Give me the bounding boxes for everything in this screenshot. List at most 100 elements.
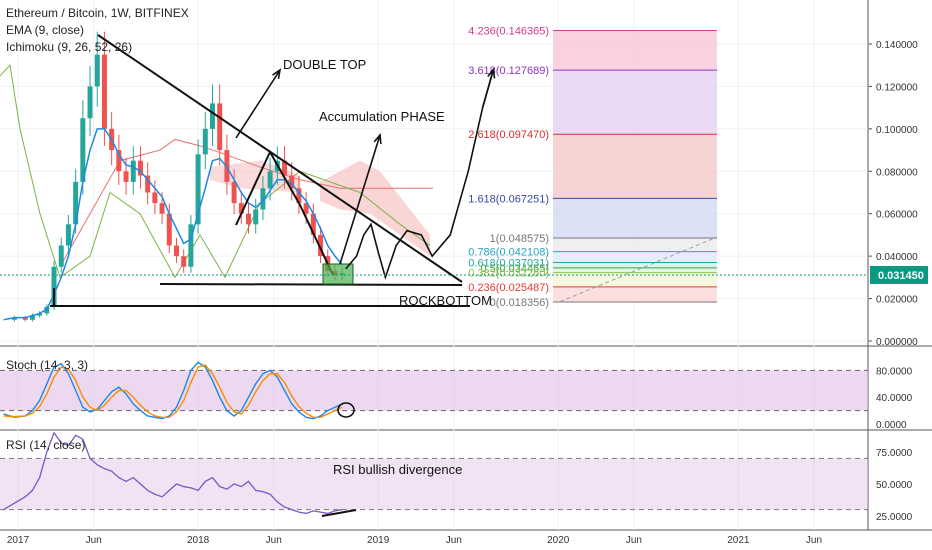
double-top-arrow [235, 69, 281, 139]
fib-label: 2.618(0.097470) [468, 129, 549, 141]
candle-body [209, 103, 215, 129]
candle-body [152, 192, 158, 204]
fib-label: 1.618(0.067251) [468, 193, 549, 205]
stoch-pane [0, 361, 868, 420]
stoch-cross-circle [337, 402, 355, 418]
candle-body [260, 188, 266, 210]
candle-body [202, 128, 208, 155]
rsi-label: RSI (14, close) [6, 438, 85, 452]
fib-trend-line [559, 236, 718, 303]
fib-label: 0(0.018356) [490, 297, 549, 309]
candle-body [123, 171, 129, 182]
stoch-label: Stoch (14, 3, 3) [6, 358, 88, 372]
descending-trendline [97, 34, 463, 283]
projection-arrow [481, 69, 495, 108]
candle-body [282, 160, 288, 176]
candle-body [80, 118, 86, 182]
candle-body [37, 313, 43, 316]
fib-label: 1(0.048575) [490, 233, 549, 245]
price-tick-label: 0.020000 [876, 295, 918, 306]
accumulation-annotation: Accumulation PHASE [319, 109, 445, 124]
fib-zone [553, 262, 717, 268]
fib-zone [553, 198, 717, 238]
candle-body [310, 213, 316, 235]
time-tick-label: Jun [806, 535, 822, 546]
fib-zone [553, 134, 717, 199]
candle-body [253, 209, 259, 225]
candle-body [101, 54, 107, 129]
fib-zone [553, 70, 717, 135]
rsi-pane [0, 431, 868, 517]
rsi-tick-label: 50.0000 [876, 480, 913, 491]
last-price-badge [870, 266, 928, 284]
candle-body [137, 160, 143, 176]
candle-body [11, 317, 17, 320]
candle-body [51, 266, 57, 308]
axes: 0.140000 0.120000 0.100000 0.080000 0.060000… [7, 40, 918, 546]
ichimoku-baseline [59, 138, 433, 267]
time-tick-label: 2018 [187, 535, 210, 546]
candle-body [116, 150, 122, 172]
fib-label: 0.236(0.025487) [468, 282, 549, 294]
ichimoku-lagging-span [0, 64, 431, 279]
stoch-tick-label: 40.0000 [876, 393, 913, 404]
candle-body [29, 315, 35, 320]
fib-label: 0.5(0.034465) [481, 263, 550, 275]
price-tick-label: 0.040000 [876, 252, 918, 263]
fib-zone [553, 272, 717, 287]
indicator-ichimoku-label: Ichimoku (9, 26, 52, 26) [6, 40, 132, 54]
candle-body [22, 317, 28, 320]
accumulation-box [322, 263, 354, 285]
candle-body [303, 203, 309, 214]
candle-body [238, 203, 244, 214]
price-tick-label: 0.000000 [876, 337, 918, 348]
time-tick-label: Jun [446, 535, 462, 546]
projection-path [345, 69, 495, 281]
fib-label: 0.786(0.042108) [468, 247, 549, 259]
stoch-tick-label: 80.0000 [876, 366, 913, 377]
double-top-path [235, 149, 334, 276]
drawings [0, 34, 868, 307]
candle-body [289, 175, 295, 189]
time-tick-label: 2017 [7, 535, 30, 546]
fib-label: 3.618(0.127689) [468, 65, 549, 77]
fib-zone [553, 286, 717, 303]
candle-body [195, 154, 201, 225]
candle-body [188, 224, 194, 267]
fib-label: 0.618(0.037031) [468, 257, 549, 269]
time-tick-label: Jun [266, 535, 282, 546]
price-tick-label: 0.140000 [876, 40, 918, 51]
candle-body [94, 54, 100, 87]
accumulation-arrow [339, 134, 381, 265]
fib-extension: 4.236(0.146365) 3.618(0.127689) 2.618(0.09… [468, 25, 718, 309]
candle-body [173, 245, 179, 257]
rsi-band [0, 458, 868, 510]
rsi-tick-label: 75.0000 [876, 448, 913, 459]
stoch-k-line [3, 361, 343, 420]
fib-label: 4.236(0.146365) [468, 25, 549, 37]
candle-body [159, 203, 165, 214]
indicator-ema-label: EMA (9, close) [6, 23, 84, 37]
double-top-arrow-head [272, 68, 282, 80]
candle-body [318, 234, 324, 257]
accumulation-arrow-head [373, 133, 382, 145]
time-tick-label: 2021 [727, 535, 750, 546]
projection-arrow-head [487, 67, 496, 79]
candle-body [267, 171, 273, 189]
rsi-divergence-line [321, 509, 357, 517]
price-tick-label: 0.080000 [876, 167, 918, 178]
candle-body [44, 307, 50, 314]
fib-zone [553, 30, 717, 71]
time-tick-label: Jun [86, 535, 102, 546]
candle-body [246, 213, 252, 225]
candle-body [166, 213, 172, 246]
support-line [159, 283, 463, 286]
rockbottom-annotation: ROCKBOTTOM [399, 293, 492, 308]
price-tick-label: 0.120000 [876, 82, 918, 93]
fib-zone [553, 251, 717, 263]
candle-body [58, 245, 64, 267]
candle-body [130, 160, 136, 182]
rsi-divergence-annotation: RSI bullish divergence [333, 462, 462, 477]
fib-label: 0.382(0.032260) [468, 268, 549, 280]
double-top-annotation: DOUBLE TOP [283, 57, 366, 72]
